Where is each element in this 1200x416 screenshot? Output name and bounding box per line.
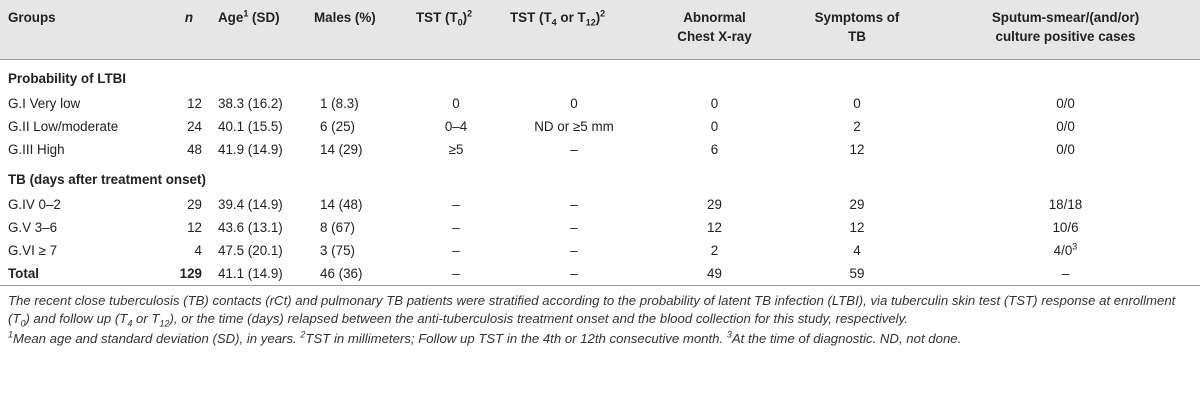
cell-males: 8 (67): [320, 219, 355, 235]
section-row-tb: TB (days after treatment onset): [0, 161, 1200, 193]
cell-males: 14 (48): [320, 196, 363, 212]
header-males: Males (%): [314, 10, 376, 25]
cell-n: 4: [194, 242, 202, 258]
cell-xray: 0: [710, 118, 719, 134]
cell-n: 48: [187, 141, 202, 157]
cell-tst0: ≥5: [448, 141, 464, 157]
table-row: G.V 3–6 12 43.6 (13.1) 8 (67) – – 12 12 …: [0, 216, 1200, 239]
cell-tst0: –: [452, 196, 460, 212]
cell-age: 43.6 (13.1): [218, 219, 283, 235]
cell-symptoms: 59: [849, 265, 865, 281]
table-row: G.I Very low 12 38.3 (16.2) 1 (8.3) 0 0 …: [0, 92, 1200, 115]
cell-symptoms: 12: [849, 219, 865, 235]
header-tst0: TST (T0)2: [416, 8, 473, 28]
cell-age: 41.9 (14.9): [218, 141, 283, 157]
cell-tst0: 0–4: [444, 118, 468, 134]
cell-n: 12: [187, 95, 202, 111]
cell-xray: 2: [710, 242, 719, 258]
cell-tst0: –: [452, 242, 460, 258]
cell-age: 41.1 (14.9): [218, 265, 283, 281]
footnote-marker: 3: [1072, 241, 1078, 252]
data-table: Groups n Age1 (SD) Males (%) TST (T0)2 T…: [0, 0, 1200, 285]
cell-males: 46 (36): [320, 265, 363, 281]
cell-tst0: 0: [452, 95, 460, 111]
cell-sputum: 18/18: [1048, 196, 1083, 212]
cell-sputum: 10/6: [1052, 219, 1079, 235]
cell-group: G.I Very low: [8, 95, 81, 111]
header-groups: Groups: [8, 10, 56, 25]
cell-tst-followup: 0: [570, 95, 578, 111]
table-row: G.III High 48 41.9 (14.9) 14 (29) ≥5 – 6…: [0, 138, 1200, 161]
cell-sputum: –: [1061, 265, 1070, 281]
cell-age: 40.1 (15.5): [218, 118, 283, 134]
cell-n: 29: [187, 196, 202, 212]
cell-symptoms: 2: [853, 118, 861, 134]
cell-sputum: 0/0: [1056, 141, 1075, 157]
cell-group: G.II Low/moderate: [8, 118, 119, 134]
cell-tst-followup: –: [570, 196, 578, 212]
cell-tst0: –: [452, 219, 460, 235]
cell-symptoms: 29: [849, 196, 865, 212]
cell-xray: 6: [710, 141, 719, 157]
cell-sputum: 0/0: [1056, 118, 1075, 134]
cell-age: 38.3 (16.2): [218, 95, 283, 111]
section-title: TB (days after treatment onset): [8, 172, 206, 187]
header-tst-followup: TST (T4 or T12)2: [510, 8, 606, 28]
cell-sputum: 0/0: [1056, 95, 1075, 111]
header-xray: Abnormal Chest X-ray: [677, 10, 752, 44]
cell-n: 12: [187, 219, 202, 235]
cell-tst-followup: ND or ≥5 mm: [534, 118, 614, 134]
cell-symptoms: 0: [853, 95, 861, 111]
cell-xray: 12: [707, 219, 722, 235]
cell-males: 1 (8.3): [320, 95, 359, 111]
cell-tst-followup: –: [570, 265, 578, 281]
cell-n: 129: [179, 265, 202, 281]
table-note: The recent close tuberculosis (TB) conta…: [8, 292, 1176, 329]
cell-tst-followup: –: [570, 141, 578, 157]
cell-group: G.VI ≥ 7: [8, 242, 58, 258]
section-title: Probability of LTBI: [8, 71, 127, 86]
cell-tst0: –: [452, 265, 460, 281]
cell-xray: 29: [707, 196, 722, 212]
header-symptoms: Symptoms of TB: [814, 10, 900, 44]
cell-males: 3 (75): [320, 242, 355, 258]
cell-group: G.IV 0–2: [8, 196, 61, 212]
cell-group: Total: [8, 265, 39, 281]
cell-xray: 0: [710, 95, 719, 111]
header-row: Groups n Age1 (SD) Males (%) TST (T0)2 T…: [0, 0, 1200, 59]
cell-n: 24: [187, 118, 202, 134]
header-age: Age1 (SD): [218, 8, 280, 25]
cell-age: 39.4 (14.9): [218, 196, 283, 212]
cell-tst-followup: –: [570, 219, 578, 235]
header-sputum: Sputum-smear/(and/or) culture positive ca…: [991, 10, 1140, 44]
table-row: G.IV 0–2 29 39.4 (14.9) 14 (48) – – 29 2…: [0, 193, 1200, 216]
cell-group: G.V 3–6: [8, 219, 58, 235]
cell-symptoms: 4: [853, 242, 861, 258]
cell-tst-followup: –: [570, 242, 578, 258]
section-row-ltbi: Probability of LTBI: [0, 59, 1200, 92]
table-row: G.II Low/moderate 24 40.1 (15.5) 6 (25) …: [0, 115, 1200, 138]
header-n: n: [184, 10, 194, 25]
table-row: G.VI ≥ 7 4 47.5 (20.1) 3 (75) – – 2 4 4/…: [0, 239, 1200, 262]
cell-symptoms: 12: [849, 141, 865, 157]
cell-age: 47.5 (20.1): [218, 242, 283, 258]
table-footnotes: 1Mean age and standard deviation (SD), i…: [8, 329, 962, 346]
cell-xray: 49: [707, 265, 722, 281]
sputum-value: 4/0: [1053, 242, 1073, 258]
cell-group: G.III High: [8, 141, 65, 157]
cell-males: 6 (25): [320, 118, 355, 134]
cell-males: 14 (29): [320, 141, 363, 157]
cell-sputum: 4/03: [929, 239, 1200, 262]
total-row: Total 129 41.1 (14.9) 46 (36) – – 49 59 …: [0, 262, 1200, 285]
